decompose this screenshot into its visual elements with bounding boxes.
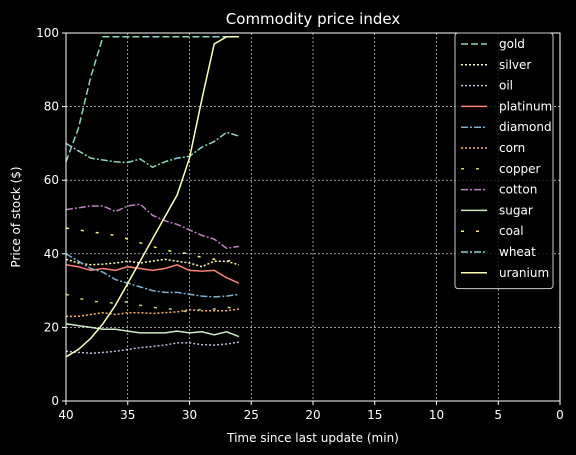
y-axis-ticks: 0 20 40 60 80 100 <box>36 26 66 408</box>
chart-title: Commodity price index <box>226 10 401 28</box>
legend-label-coal: coal <box>499 224 524 238</box>
x-tick-label: 35 <box>120 408 135 422</box>
series-line-cotton <box>65 203 240 250</box>
series-line-diamond <box>65 253 240 298</box>
series-line-platinum <box>65 264 240 284</box>
x-axis-label: Time since last update (min) <box>226 431 399 445</box>
legend-label-cotton: cotton <box>499 183 537 197</box>
legend-label-wheat: wheat <box>499 245 536 259</box>
series-line-silver <box>65 258 240 268</box>
y-tick-label: 60 <box>44 173 59 187</box>
y-tick-label: 0 <box>51 394 59 408</box>
legend-label-corn: corn <box>499 141 525 155</box>
x-axis-ticks: 40 35 30 25 20 15 10 5 0 <box>58 401 564 422</box>
x-tick-label: 20 <box>305 408 320 422</box>
x-tick-label: 40 <box>58 408 73 422</box>
legend-label-oil: oil <box>499 79 513 93</box>
y-tick-label: 20 <box>44 320 59 334</box>
x-tick-label: 0 <box>556 408 564 422</box>
legend-label-copper: copper <box>499 162 541 176</box>
y-axis-label: Price of stock ($) <box>9 166 23 267</box>
legend-label-gold: gold <box>499 37 525 51</box>
series-line-oil <box>65 341 240 354</box>
x-tick-label: 5 <box>494 408 502 422</box>
series-line-uranium <box>65 35 239 358</box>
x-tick-label: 15 <box>367 408 382 422</box>
legend-label-platinum: platinum <box>499 99 552 113</box>
legend-label-silver: silver <box>499 58 531 72</box>
legend-label-diamond: diamond <box>499 120 552 134</box>
series-line-corn <box>66 308 240 318</box>
legend-box <box>454 32 554 290</box>
series-line-sugar <box>65 322 240 338</box>
legend: gold silver oil platinum diamond corn copper co… <box>454 32 554 290</box>
y-tick-label: 100 <box>36 26 59 40</box>
series-layer <box>65 35 240 358</box>
y-tick-label: 40 <box>44 247 59 261</box>
x-tick-label: 25 <box>244 408 259 422</box>
legend-label-sugar: sugar <box>499 203 533 217</box>
x-tick-label: 30 <box>182 408 197 422</box>
y-tick-label: 80 <box>44 100 59 114</box>
series-line-wheat <box>65 131 240 169</box>
series-line-gold <box>65 35 239 163</box>
legend-label-uranium: uranium <box>499 266 549 280</box>
x-tick-label: 10 <box>429 408 444 422</box>
